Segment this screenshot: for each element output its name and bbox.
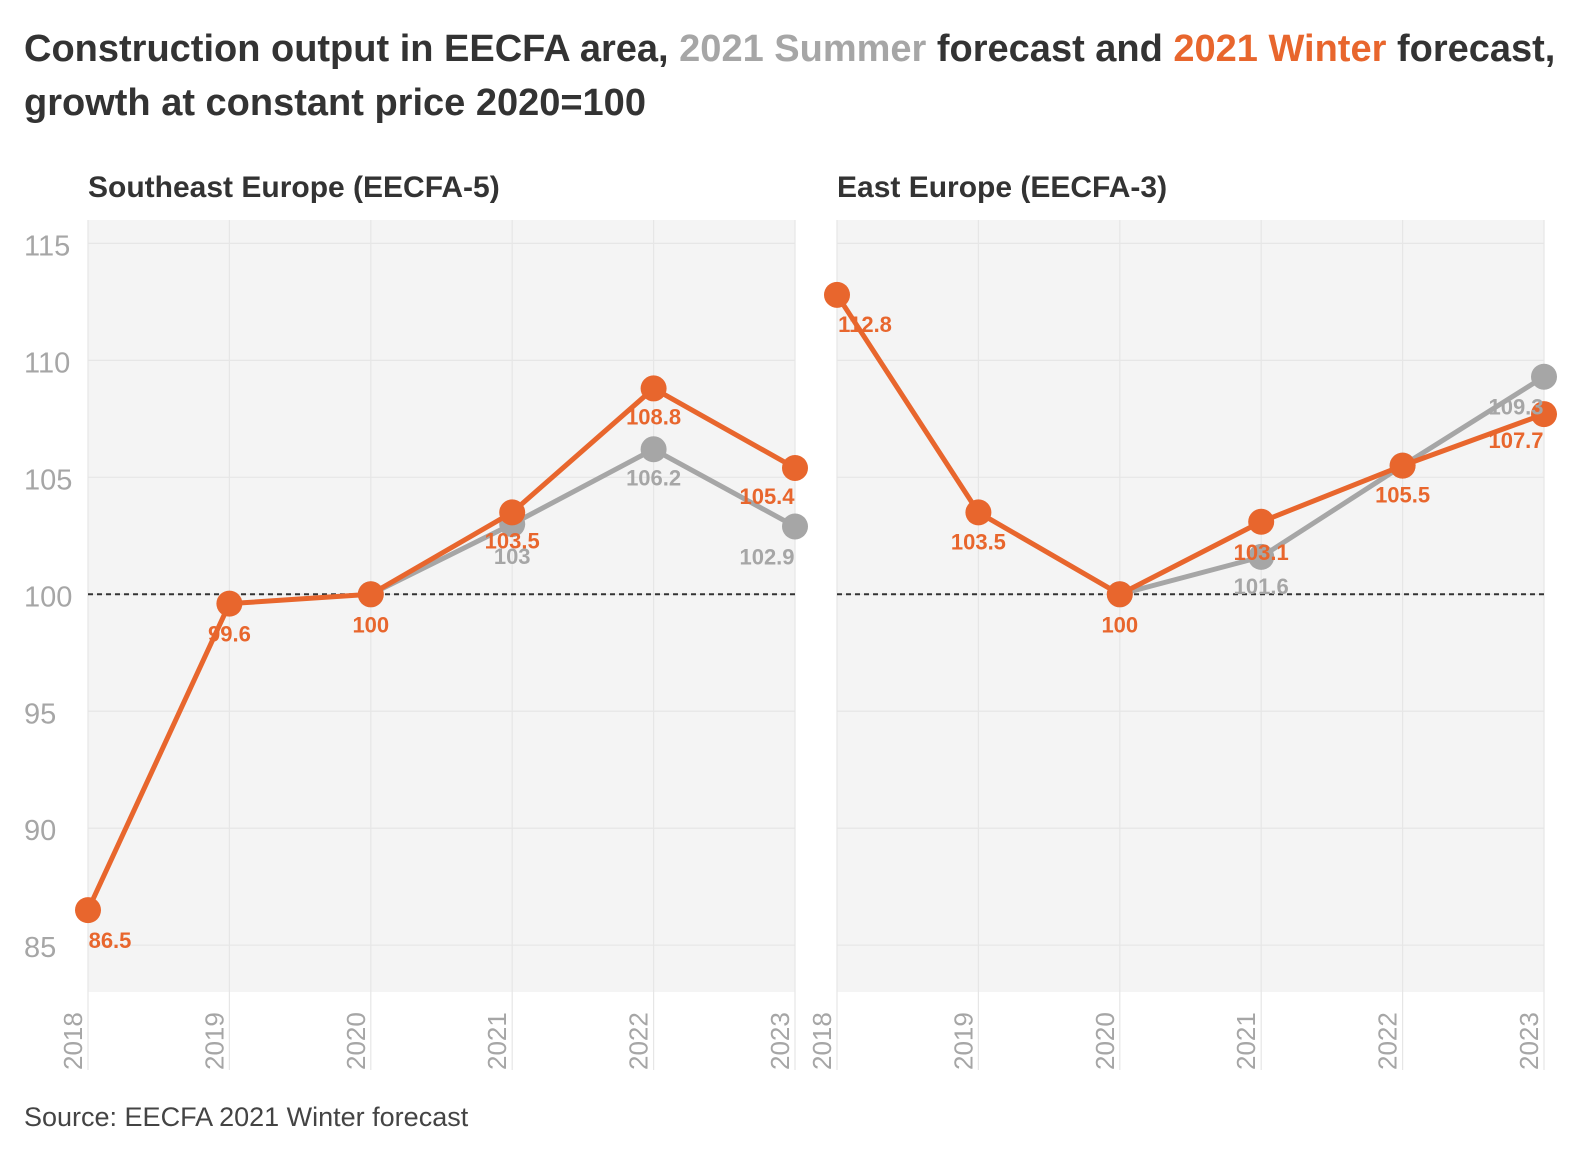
data-label: 100: [352, 612, 389, 637]
x-tick-label: 2020: [341, 1012, 371, 1070]
data-label: 102.9: [739, 544, 794, 569]
title-summer-label: 2021 Summer: [679, 28, 927, 70]
data-label: 99.6: [208, 622, 251, 647]
x-tick-label: 2022: [624, 1012, 654, 1070]
x-tick-label: 2023: [1514, 1012, 1544, 1070]
data-label: 86.5: [89, 928, 132, 953]
data-label: 105.4: [739, 484, 795, 509]
plot-background: [88, 220, 795, 992]
series-line-summer: [1119, 374, 1546, 597]
data-point: [75, 897, 101, 924]
x-tick-label: 2023: [765, 1012, 795, 1070]
y-tick-label: 115: [24, 230, 70, 262]
data-label: 105.5: [1375, 483, 1430, 508]
title-winter-label: 2021 Winter: [1173, 28, 1387, 70]
y-tick-label: 105: [24, 464, 72, 496]
series-line-winter: [834, 293, 1545, 597]
data-label: 103.1: [1234, 540, 1289, 565]
x-tick-label: 2019: [199, 1012, 229, 1070]
data-label: 108.8: [626, 404, 681, 429]
data-point: [216, 590, 243, 617]
data-label: 100: [1101, 612, 1138, 637]
y-tick-label: 100: [24, 581, 72, 613]
panel-title: Southeast Europe (EECFA-5): [88, 171, 500, 204]
y-tick-label: 85: [24, 932, 56, 964]
data-point: [1531, 363, 1557, 390]
data-label: 107.7: [1488, 428, 1543, 453]
source-note: Source: EECFA 2021 Winter forecast: [24, 1102, 469, 1132]
data-label: 112.8: [838, 312, 892, 337]
data-label: 103.5: [485, 528, 540, 553]
data-label: 103: [494, 544, 531, 569]
series-line-summer: [369, 446, 797, 597]
chart-title: Construction output in EECFA area, 2021 …: [24, 22, 1574, 130]
data-point: [1106, 581, 1133, 608]
series-line-winter: [85, 385, 797, 912]
data-point: [965, 499, 992, 526]
data-label: 103.5: [951, 529, 1006, 554]
data-point: [357, 581, 384, 608]
title-part2: forecast and: [926, 28, 1174, 70]
data-point: [1248, 508, 1275, 535]
x-tick-label: 2019: [948, 1012, 978, 1070]
y-tick-label: 95: [24, 698, 56, 730]
x-tick-label: 2018: [58, 1012, 88, 1070]
title-part3: forecast,: [1386, 28, 1556, 70]
y-tick-label: 110: [24, 347, 70, 379]
data-label: 101.6: [1234, 574, 1289, 599]
title-line2: growth at constant price 2020=100: [24, 82, 646, 124]
data-point: [640, 436, 667, 463]
title-part1: Construction output in EECFA area,: [24, 28, 680, 70]
data-point: [782, 513, 808, 540]
x-tick-label: 2021: [482, 1012, 512, 1070]
data-point: [824, 281, 850, 308]
x-tick-label: 2021: [1231, 1012, 1261, 1070]
data-point: [782, 454, 808, 481]
data-point: [499, 499, 526, 526]
data-point: [1248, 543, 1275, 570]
panel-title: East Europe (EECFA-3): [837, 171, 1167, 204]
y-tick-label: 90: [24, 815, 56, 847]
data-label: 109.3: [1488, 395, 1543, 420]
data-point: [1531, 401, 1557, 428]
plot-background: [837, 220, 1544, 992]
data-point: [1389, 452, 1416, 479]
x-tick-label: 2020: [1090, 1012, 1120, 1070]
x-tick-label: 2022: [1373, 1012, 1403, 1070]
data-label: 106.2: [626, 465, 681, 490]
x-tick-label: 2018: [807, 1012, 837, 1070]
data-point: [640, 375, 667, 402]
